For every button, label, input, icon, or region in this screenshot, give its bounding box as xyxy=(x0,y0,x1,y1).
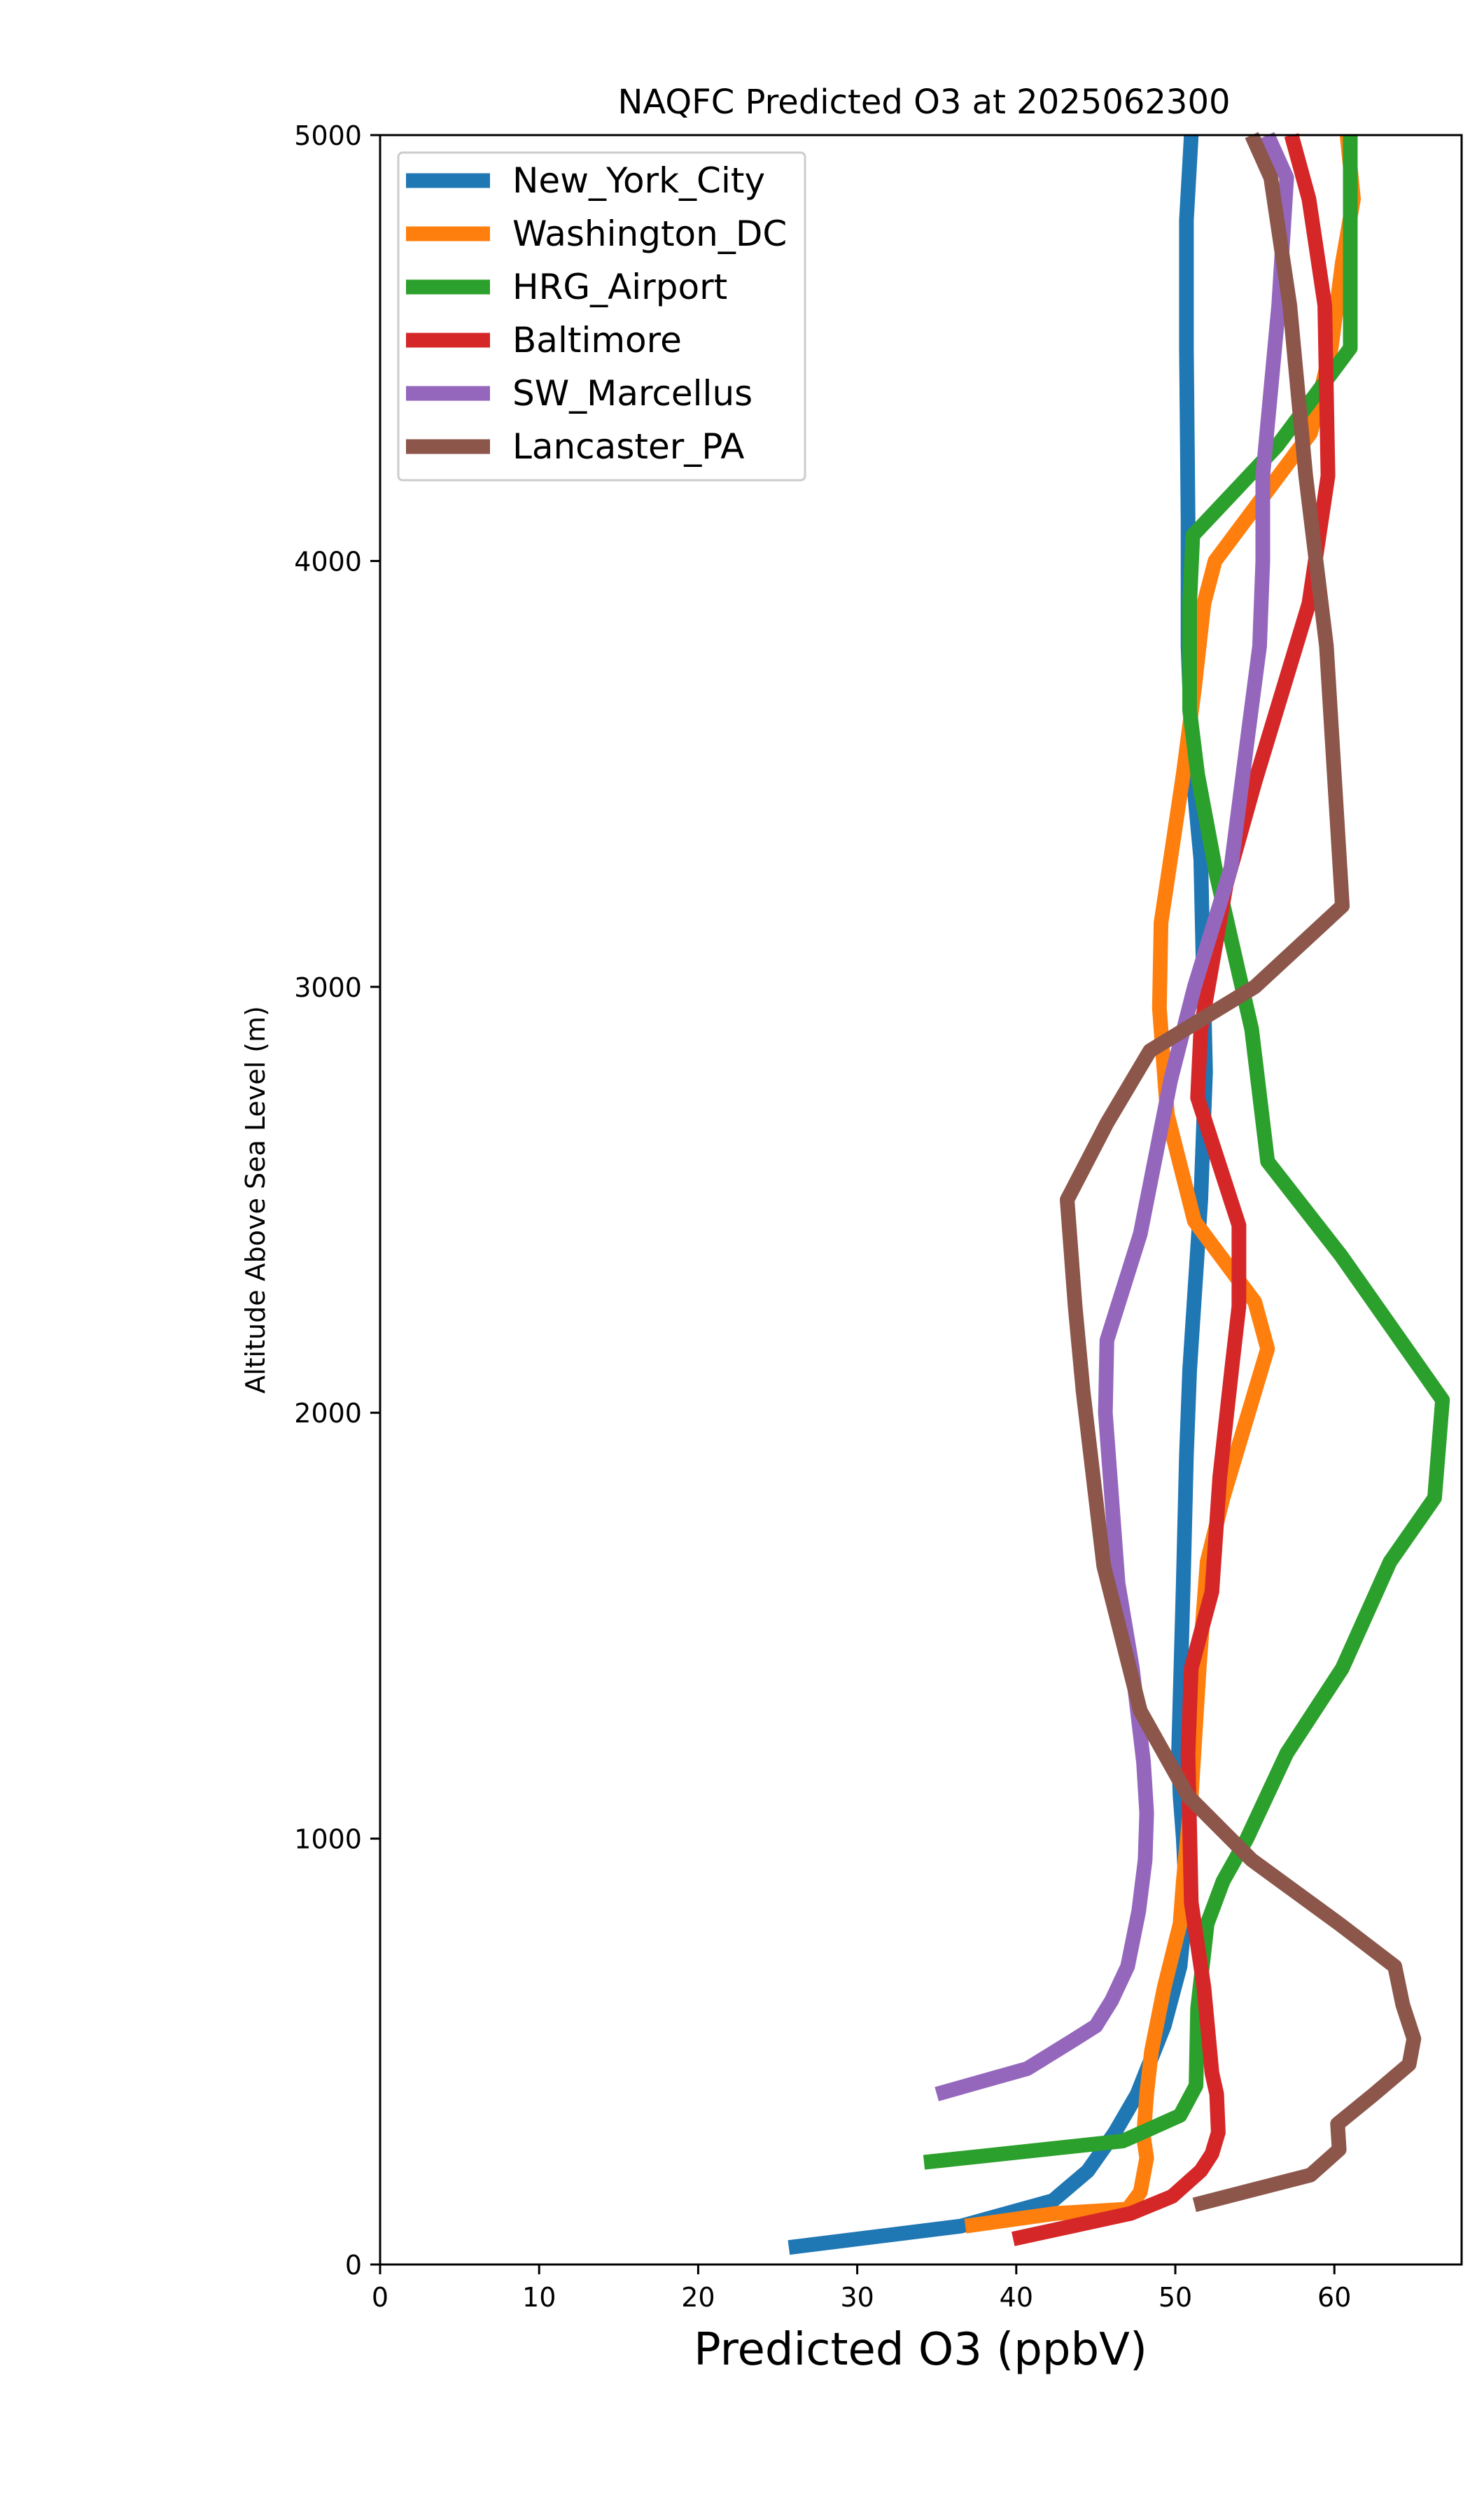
legend-label-washington-dc: Washington_DC xyxy=(512,214,787,254)
x-axis: 0 10 20 30 40 50 60 xyxy=(372,2264,1351,2313)
x-tick-label: 40 xyxy=(1000,2282,1033,2313)
series-line-hrg-airport xyxy=(923,135,1450,2170)
plot-frame xyxy=(379,134,1463,2266)
series-line-washington-dc xyxy=(964,134,1361,2234)
y-axis-label: Altitude Above Sea Level (m) xyxy=(240,1006,271,1394)
y-tick-label: 3000 xyxy=(294,972,362,1003)
series-layer xyxy=(788,132,1450,2255)
series-line-lancaster-pa xyxy=(1060,132,1422,2212)
series-line-baltimore xyxy=(1011,133,1336,2246)
legend: New_York_City Washington_DC HRG_Airport Bal… xyxy=(397,151,806,482)
x-tick-label: 60 xyxy=(1317,2282,1351,2313)
x-tick-label: 30 xyxy=(840,2282,874,2313)
series-line-sw-marcellus xyxy=(934,132,1294,2101)
x-tick-label: 20 xyxy=(681,2282,715,2313)
x-tick-label: 50 xyxy=(1158,2282,1192,2313)
x-axis-label: Predicted O3 (ppbV) xyxy=(694,2324,1147,2376)
chart-title: NAQFC Predicted O3 at 2025062300 xyxy=(617,83,1230,122)
y-tick-label: 0 xyxy=(345,2250,362,2281)
legend-frame xyxy=(397,151,806,482)
legend-label-sw-marcellus: SW_Marcellus xyxy=(512,373,752,414)
legend-label-baltimore: Baltimore xyxy=(512,320,682,360)
legend-label-hrg-airport: HRG_Airport xyxy=(512,267,727,307)
x-tick-label: 10 xyxy=(522,2282,556,2313)
y-tick-label: 4000 xyxy=(294,546,362,577)
y-tick-label: 2000 xyxy=(294,1398,362,1429)
y-tick-label: 1000 xyxy=(294,1824,362,1855)
x-tick-label: 0 xyxy=(372,2282,388,2313)
y-tick-label: 5000 xyxy=(294,120,362,151)
legend-label-lancaster-pa: Lancaster_PA xyxy=(512,426,744,467)
y-axis: 0 1000 2000 3000 4000 5000 xyxy=(294,120,380,2281)
legend-label-new-york-city: New_York_City xyxy=(512,160,765,201)
